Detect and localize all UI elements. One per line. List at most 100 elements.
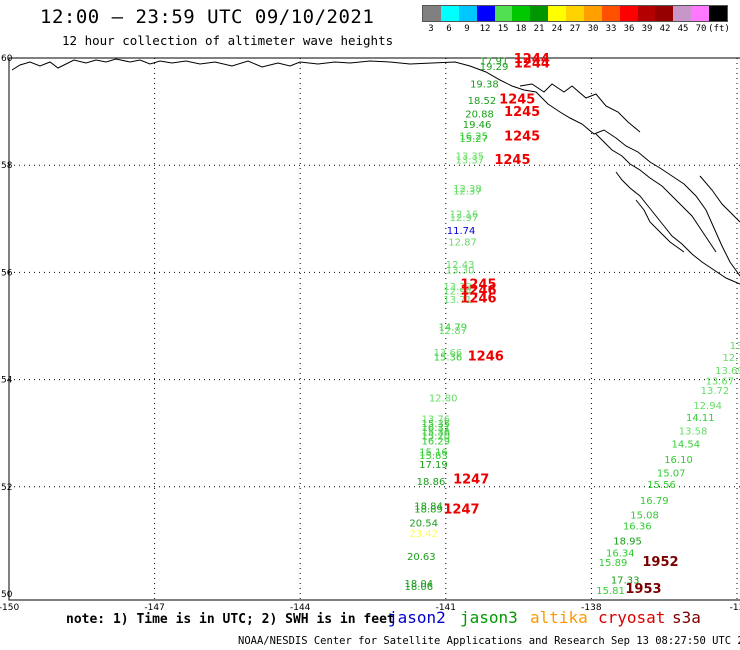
- wave-height-value: 20.54: [409, 518, 438, 529]
- wave-height-value: 13.66: [434, 348, 463, 359]
- longitude-label: -144: [290, 603, 311, 613]
- wave-height-value: 16.36: [623, 522, 652, 533]
- legend-tick-label: 12: [479, 24, 491, 34]
- longitude-label: -147: [144, 603, 164, 613]
- wave-height-value: 18.86: [417, 477, 446, 488]
- wave-height-value: 15.35: [422, 419, 451, 430]
- wave-height-value: 18.06: [405, 582, 434, 593]
- pass-time-label: 1245: [460, 277, 496, 292]
- wave-height-value: 16.25: [459, 131, 488, 142]
- map-frame: [8, 57, 740, 601]
- satellite-label-jason3: jason3: [460, 608, 518, 627]
- wave-height-value: 13.58: [679, 426, 708, 437]
- longitude-label: -141: [436, 603, 456, 613]
- legend-tick-label: 42: [659, 24, 671, 34]
- legend-swatch: [673, 6, 692, 21]
- wave-height-value: 16.31: [422, 423, 451, 434]
- wave-height-value: 15.27: [459, 134, 488, 145]
- legend-swatch: [494, 6, 513, 21]
- pass-time-label: 1246: [468, 349, 504, 364]
- wave-height-value: 12.43: [446, 260, 475, 271]
- wave-height-value: 17.33: [611, 575, 640, 586]
- wave-height-value: 18.04: [405, 579, 434, 590]
- pass-time-label: 1245: [504, 105, 540, 120]
- legend-swatch: [476, 6, 495, 21]
- page-title: 12:00 – 23:59 UTC 09/10/2021: [40, 6, 375, 28]
- legend-swatch: [583, 6, 602, 21]
- legend-tick-label: 3: [428, 24, 434, 34]
- wave-height-value: 15.07: [657, 469, 686, 480]
- legend-swatch: [548, 6, 566, 21]
- wave-height-value: 15.83: [419, 451, 448, 462]
- wave-height-value: 13.69: [715, 366, 740, 377]
- coastline: [11, 58, 740, 285]
- latitude-label: 60: [1, 54, 13, 64]
- legend-swatch: [440, 6, 459, 21]
- wave-height-value: 19.46: [463, 120, 492, 131]
- legend-tick-label: 45: [677, 24, 689, 34]
- pass-time-label: 1244: [514, 57, 550, 72]
- wave-height-value: 12.16: [450, 210, 479, 221]
- pass-time-label: 1245: [499, 93, 535, 108]
- legend-swatch: [512, 6, 531, 21]
- wave-height-value: 12.72: [722, 353, 740, 364]
- legend-tick-label: 6: [446, 24, 452, 34]
- wave-height-value: 12.87: [439, 326, 468, 337]
- legend-swatch: [637, 6, 656, 21]
- wave-height-value: 14.11: [686, 413, 715, 424]
- outer-island-chain: [595, 133, 717, 253]
- satellite-label-jason2: jason2: [388, 608, 446, 627]
- wave-height-value: 15.89: [599, 558, 628, 569]
- longitude-label: -138: [581, 603, 602, 613]
- legend-swatches: [422, 5, 728, 22]
- legend-swatch: [458, 6, 477, 21]
- wave-height-value: 15.56: [647, 480, 676, 491]
- color-legend: 3 6 9 12 15 18 21 24 27 30 33 36 39 42 45 70 (ft): [422, 5, 730, 39]
- wave-height-value: 16.34: [606, 548, 635, 559]
- wave-height-value: 13.37: [456, 156, 485, 167]
- legend-swatch: [691, 6, 709, 21]
- latitude-label: 52: [1, 483, 12, 493]
- wave-height-value: 12.97: [450, 213, 479, 224]
- latitude-label: 50: [1, 590, 13, 600]
- wave-height-value: 12.38: [453, 184, 482, 195]
- wave-height-value: 20.88: [465, 109, 494, 120]
- pass-time-label: 1952: [642, 555, 678, 570]
- pass-time-label: 1953: [625, 582, 661, 597]
- latitude-label: 58: [1, 161, 13, 171]
- wave-height-value: 16.79: [640, 496, 669, 507]
- credit-line: NOAA/NESDIS Center for Satellite Applica…: [238, 635, 740, 647]
- pass-time-label: 1247: [453, 473, 489, 488]
- legend-tick-label: 15: [497, 24, 509, 34]
- legend-swatch: [619, 6, 638, 21]
- wave-height-value: 15.81: [596, 586, 625, 597]
- inlet-shoreline: [519, 83, 641, 133]
- wave-height-value: 17.19: [419, 460, 448, 471]
- pass-time-label: 1247: [443, 503, 479, 518]
- satellite-label-cryosat: cryosat: [598, 608, 666, 627]
- wave-height-value: 18.95: [613, 537, 642, 548]
- wave-height-value: 16.10: [664, 455, 693, 466]
- pass-time-label: 1246: [460, 291, 496, 306]
- wave-height-value: 15.16: [419, 448, 448, 459]
- longitude-label: -150: [0, 603, 19, 613]
- wave-height-value: 12.80: [429, 394, 458, 405]
- pass-time-label: 1244: [514, 52, 550, 67]
- legend-tick-label: 70: [695, 24, 707, 34]
- mainland-inlet: [699, 175, 740, 223]
- lat-lon-grid: [8, 57, 740, 601]
- legend-tick-label: 39: [641, 24, 653, 34]
- wave-height-value: 13.71: [443, 295, 472, 306]
- archipelago-coast: [615, 171, 740, 285]
- wave-height-value: 11.74: [447, 226, 476, 237]
- pass-time-labels: 1244124412451245124512451245124612461246…: [443, 52, 678, 597]
- longitude-label: -13: [730, 603, 740, 613]
- island-fragment: [635, 199, 685, 253]
- legend-swatch: [423, 6, 441, 21]
- pass-time-label: 1246: [460, 283, 496, 298]
- wave-height-value: 13.72: [701, 386, 730, 397]
- satellite-label-altika: altika: [530, 608, 588, 627]
- wave-height-value: 13.05: [730, 341, 740, 352]
